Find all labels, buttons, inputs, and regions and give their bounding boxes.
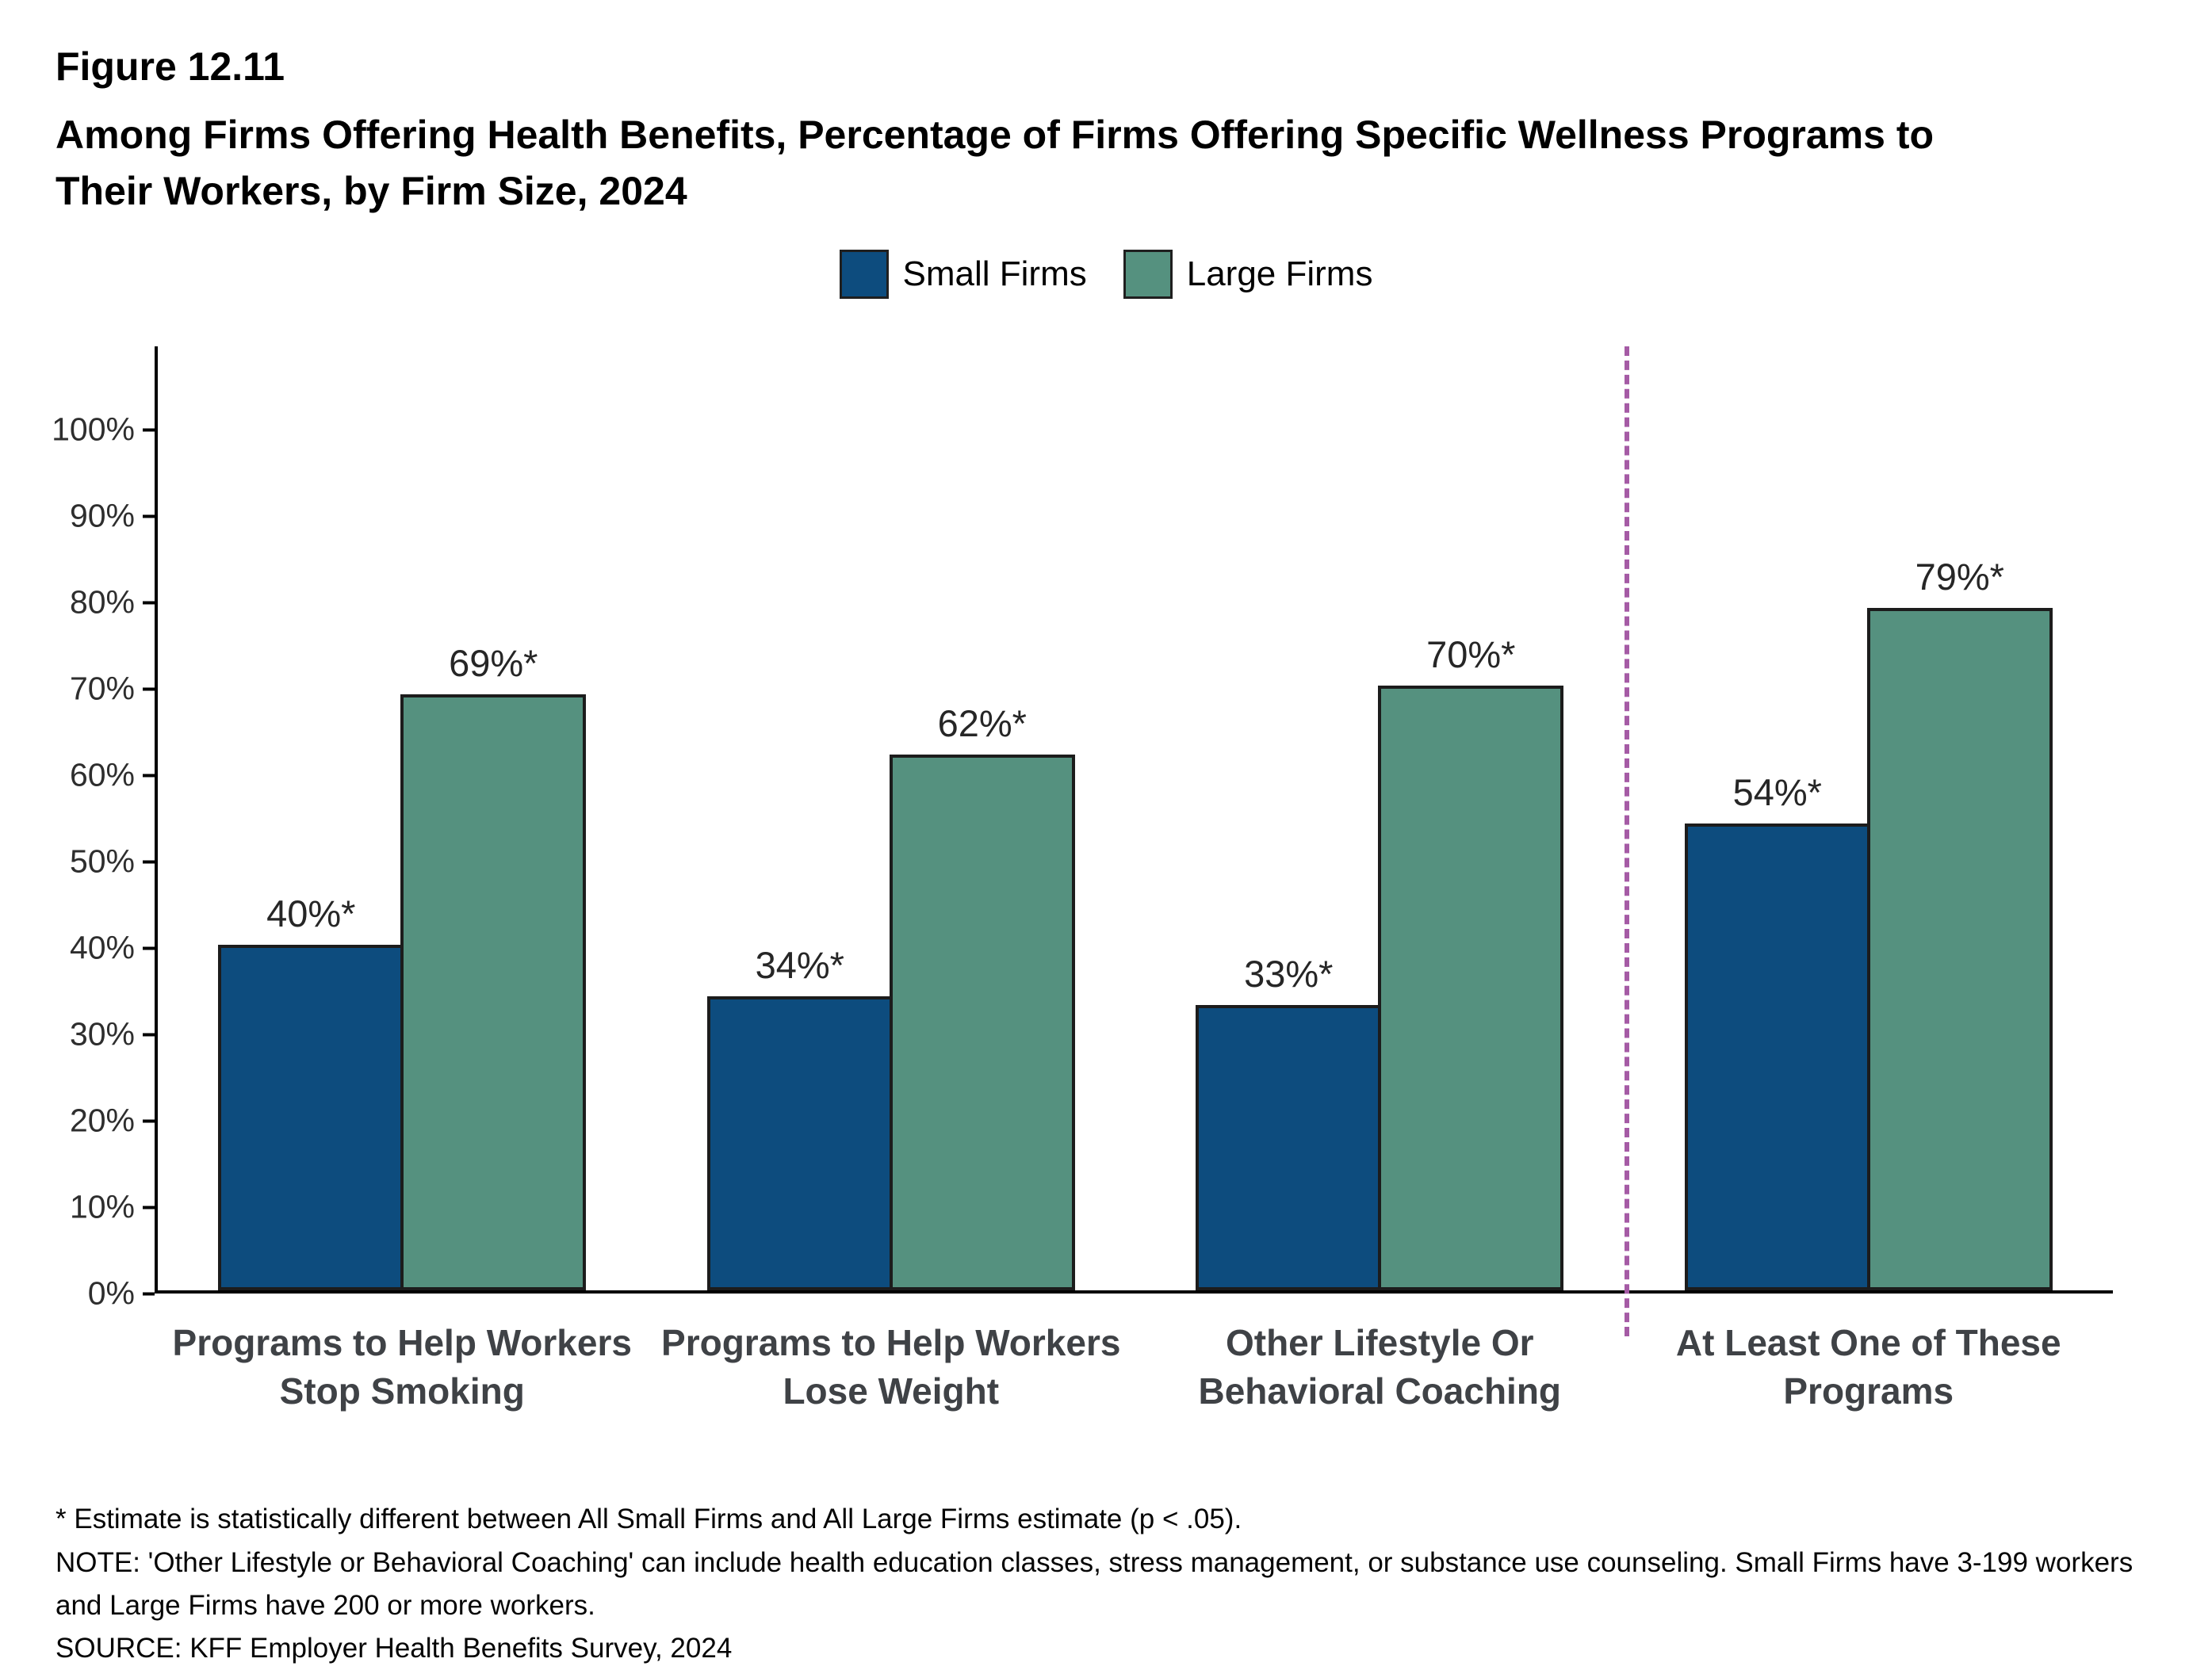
y-tick-label: 20% [69,1102,135,1139]
figure-number: Figure 12.11 [55,44,285,89]
legend-swatch-large-firms [1123,250,1173,299]
bar-groups: 40%* 69%* 34%* 62%* 33%* 70%* 54%* 79%* [158,346,2113,1290]
y-tick-mark [143,860,155,863]
y-tick-label: 0% [87,1274,135,1312]
y-tick-label: 50% [69,843,135,880]
x-label-other-lifestyle-or-behavioral-coaching: Other Lifestyle Or Behavioral Coaching [1198,1322,1562,1412]
x-label-programs-to-help-workers-stop-smoking: Programs to Help Workers Stop Smoking [172,1322,632,1412]
bar-value-label: 69%* [449,641,538,684]
footnotes: * Estimate is statistically different be… [55,1498,2149,1670]
bar-group-at-least-one-of-these-programs: 54%* 79%* [1625,556,2114,1290]
y-tick-30: 30% [70,1016,155,1053]
bar-pair: 40%* 69%* [218,642,587,1290]
bar-group-programs-to-help-workers-lose-weight: 34%* 62%* [647,702,1136,1290]
bar-group-other-lifestyle-or-behavioral-coaching: 33%* 70%* [1135,633,1625,1290]
y-tick-70: 70% [70,671,155,708]
y-tick-label: 90% [69,497,135,534]
y-tick-mark [143,514,155,518]
y-tick-40: 40% [70,930,155,967]
y-tick-90: 90% [70,498,155,535]
y-tick-10: 10% [70,1189,155,1226]
bar-pair: 34%* 62%* [706,702,1075,1290]
bar-large-firms-at-least-one-of-these-programs: 79%* [1866,556,2053,1290]
bar-small-firms-programs-to-help-workers-stop-smoking: 40%* [218,892,404,1290]
y-tick-mark [143,1033,155,1036]
y-tick-mark [143,1119,155,1122]
bar-small-firms-programs-to-help-workers-lose-weight: 34%* [706,944,893,1290]
bar-value-label: 79%* [1915,555,2004,598]
y-tick-mark [143,687,155,690]
y-tick-20: 20% [70,1103,155,1140]
footnote-note: NOTE: 'Other Lifestyle or Behavioral Coa… [55,1546,2134,1621]
x-axis-labels: Programs to Help Workers Stop Smoking Pro… [158,1294,2113,1415]
y-tick-label: 30% [69,1015,135,1053]
y-tick-60: 60% [70,757,155,794]
bar-chart: 0% 10% 20% 30% 40% 50% 60% 70% 80% 90% 100% 40%* 69… [52,346,2157,1336]
bar-small-firms-other-lifestyle-or-behavioral-coaching: 33%* [1196,953,1382,1290]
legend: Small Firms Large Firms [55,250,2157,299]
bar-value-label: 62%* [937,702,1027,745]
y-axis: 0% 10% 20% 30% 40% 50% 60% 70% 80% 90% 100% [52,346,155,1312]
bar-value-label: 34%* [755,944,844,987]
y-tick-label: 80% [69,583,135,621]
y-tick-mark [143,1206,155,1209]
legend-label: Small Firms [902,254,1087,293]
y-tick-100: 100% [52,411,155,449]
y-tick-0: 0% [88,1275,155,1313]
footnote-source: SOURCE: KFF Employer Health Benefits Sur… [55,1633,733,1664]
y-tick-80: 80% [70,584,155,621]
y-tick-mark [143,946,155,950]
bar-small-firms-at-least-one-of-these-programs: 54%* [1684,771,1870,1290]
bar-value-label: 40%* [266,892,356,934]
figure-title: Among Firms Offering Health Benefits, Pe… [55,113,1935,213]
legend-swatch-small-firms [839,250,889,299]
x-label-at-least-one-of-these-programs: At Least One of These Programs [1675,1322,2061,1412]
category-separator-line [1624,346,1629,1336]
bar-large-firms-other-lifestyle-or-behavioral-coaching: 70%* [1378,633,1564,1290]
footnote-asterisk: * Estimate is statistically different be… [55,1504,1242,1535]
bar-value-label: 70%* [1426,633,1516,675]
y-tick-mark [143,774,155,777]
y-tick-mark [143,428,155,431]
y-tick-label: 100% [52,411,135,448]
bar-value-label: 33%* [1244,953,1334,996]
bar-pair: 33%* 70%* [1196,633,1564,1290]
y-tick-mark [143,601,155,604]
bar-large-firms-programs-to-help-workers-lose-weight: 62%* [889,702,1075,1290]
y-tick-label: 40% [69,929,135,966]
x-label-programs-to-help-workers-lose-weight: Programs to Help Workers Lose Weight [661,1322,1121,1412]
legend-label: Large Firms [1186,254,1373,293]
y-tick-50: 50% [70,843,155,881]
bar-pair: 54%* 79%* [1684,556,2053,1290]
y-tick-label: 10% [69,1188,135,1225]
bar-group-programs-to-help-workers-stop-smoking: 40%* 69%* [158,642,647,1290]
y-tick-label: 60% [69,756,135,793]
y-tick-mark [143,1292,155,1295]
legend-item-large-firms: Large Firms [1123,250,1373,299]
plot-area: 40%* 69%* 34%* 62%* 33%* 70%* 54%* 79%* [155,346,2113,1336]
bar-value-label: 54%* [1732,771,1822,814]
y-tick-label: 70% [69,670,135,707]
legend-item-small-firms: Small Firms [839,250,1087,299]
bar-large-firms-programs-to-help-workers-stop-smoking: 69%* [400,642,587,1290]
